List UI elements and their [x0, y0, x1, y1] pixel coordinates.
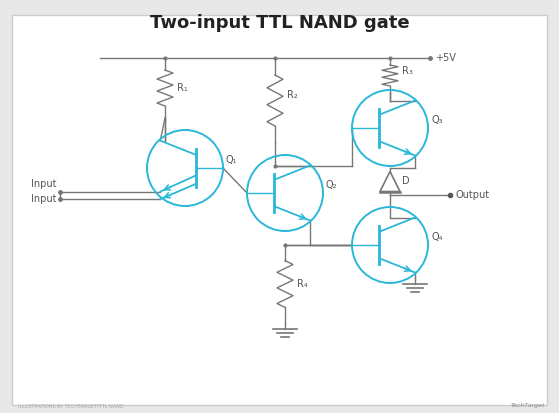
- Text: R₂: R₂: [287, 90, 298, 100]
- Text: Input: Input: [31, 194, 57, 204]
- Text: R₃: R₃: [402, 66, 413, 76]
- FancyBboxPatch shape: [12, 15, 547, 405]
- Text: R₄: R₄: [297, 279, 308, 289]
- Text: +5V: +5V: [435, 53, 456, 63]
- Text: D: D: [402, 176, 410, 187]
- Text: Output: Output: [455, 190, 489, 200]
- Text: R₁: R₁: [177, 83, 188, 93]
- Text: TechTarget: TechTarget: [510, 403, 545, 408]
- Text: Q₄: Q₄: [431, 232, 443, 242]
- Text: Q₂: Q₂: [326, 180, 338, 190]
- Text: Q₃: Q₃: [431, 115, 443, 125]
- Text: Input: Input: [31, 178, 57, 189]
- Text: ILLUSTRATIONS BY TECHTARGET/TTL NAND: ILLUSTRATIONS BY TECHTARGET/TTL NAND: [18, 403, 124, 408]
- Text: Q₁: Q₁: [226, 155, 238, 165]
- Text: Two-input TTL NAND gate: Two-input TTL NAND gate: [150, 14, 410, 32]
